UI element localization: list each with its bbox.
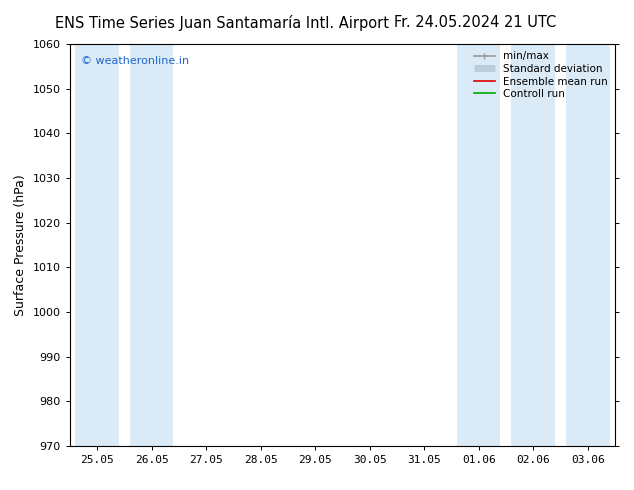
Bar — [130, 44, 173, 446]
Bar — [457, 44, 500, 446]
Bar — [566, 44, 609, 446]
Legend: min/max, Standard deviation, Ensemble mean run, Controll run: min/max, Standard deviation, Ensemble me… — [472, 49, 610, 101]
Bar — [512, 44, 555, 446]
Text: Fr. 24.05.2024 21 UTC: Fr. 24.05.2024 21 UTC — [394, 15, 557, 30]
Text: ENS Time Series Juan Santamaría Intl. Airport: ENS Time Series Juan Santamaría Intl. Ai… — [55, 15, 389, 31]
Y-axis label: Surface Pressure (hPa): Surface Pressure (hPa) — [14, 174, 27, 316]
Text: © weatheronline.in: © weatheronline.in — [81, 56, 189, 66]
Bar — [75, 44, 119, 446]
